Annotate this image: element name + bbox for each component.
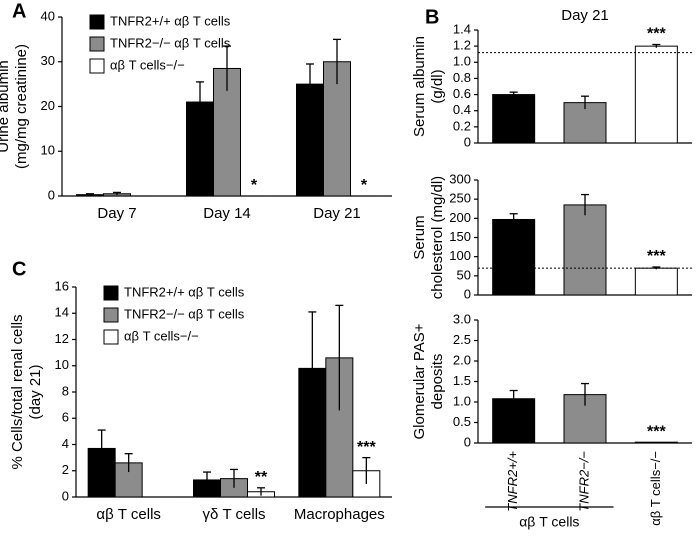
significance-label: ***	[647, 423, 666, 440]
legend-swatch	[103, 307, 119, 323]
y-axis-label: deposits	[429, 354, 446, 410]
y-tick-label: 250	[449, 191, 471, 206]
y-tick-label: 3.0	[453, 311, 471, 326]
group-label: αβ T cells	[519, 514, 579, 530]
significance-label: *	[361, 177, 368, 194]
y-tick-label: 4	[62, 436, 69, 451]
x-tick-label: αβ T cells−/−	[648, 451, 663, 526]
y-tick-label: 150	[449, 229, 471, 244]
panel-letter: A	[12, 0, 26, 22]
y-tick-label: 6	[62, 410, 69, 425]
y-axis-label: % Cells/total renal cells	[9, 314, 26, 469]
significance-label: ***	[647, 248, 666, 265]
y-tick-label: 0	[464, 286, 471, 301]
panel-letter: C	[12, 258, 26, 280]
legend-label: αβ T cells−/−	[110, 57, 185, 72]
y-tick-label: 0.8	[453, 70, 471, 85]
y-tick-label: 0.5	[453, 414, 471, 429]
x-tick-label: Day 14	[203, 205, 251, 222]
legend-swatch	[89, 58, 105, 74]
legend-label: TNFR2+/+ αβ T cells	[124, 284, 245, 299]
bar	[634, 45, 678, 144]
bar	[634, 267, 678, 296]
x-tick-label: TNFR2+/+	[505, 451, 520, 512]
x-tick-label: Day 7	[97, 205, 136, 222]
y-axis-label: Urine albumin	[0, 60, 12, 153]
x-tick-label: γδ T cells	[202, 506, 265, 523]
bar	[492, 94, 536, 144]
x-tick-label: Day 21	[313, 205, 361, 222]
y-tick-label: 30	[41, 53, 55, 68]
legend-swatch	[89, 36, 105, 52]
y-tick-label: 20	[41, 98, 55, 113]
y-axis-label: (g/dl)	[429, 69, 446, 103]
bar	[492, 218, 536, 296]
y-tick-label: 1.0	[453, 393, 471, 408]
significance-label: ***	[357, 439, 376, 456]
y-tick-label: 10	[55, 357, 69, 372]
y-tick-label: 10	[41, 143, 55, 158]
x-tick-label: αβ T cells	[96, 506, 161, 523]
x-tick-label: TNFR2−/−	[576, 451, 591, 512]
legend-swatch	[89, 14, 105, 30]
y-axis-label: cholesterol (mg/dl)	[429, 176, 446, 299]
legend-label: TNFR2+/+ αβ T cells	[110, 13, 231, 28]
significance-label: ***	[647, 26, 666, 43]
y-tick-label: 0	[62, 488, 69, 503]
significance-label: *	[251, 177, 258, 194]
bar	[563, 102, 607, 144]
bar	[325, 357, 354, 498]
y-axis-label: (mg/mg creatinine)	[13, 44, 30, 169]
y-tick-label: 100	[449, 248, 471, 263]
chart-title: Day 21	[561, 7, 609, 24]
y-axis-label: Glomerular PAS+	[411, 323, 428, 439]
y-axis-label: Serum albumin	[411, 36, 428, 137]
y-tick-label: 1.4	[453, 21, 471, 36]
y-tick-label: 1.2	[453, 38, 471, 53]
y-axis-label: (day 21)	[27, 364, 44, 419]
y-tick-label: 2.5	[453, 332, 471, 347]
y-tick-label: 0.6	[453, 86, 471, 101]
y-tick-label: 50	[457, 267, 471, 282]
bar	[634, 441, 678, 444]
legend-label: αβ T cells−/−	[124, 328, 199, 343]
legend-label: TNFR2−/− αβ T cells	[110, 35, 231, 50]
y-tick-label: 2	[62, 462, 69, 477]
y-axis-label: Serum	[411, 215, 428, 259]
y-tick-label: 40	[41, 8, 55, 23]
panel-letter: B	[425, 6, 439, 28]
y-tick-label: 300	[449, 171, 471, 186]
y-tick-label: 8	[62, 383, 69, 398]
y-tick-label: 0.4	[453, 102, 471, 117]
y-tick-label: 14	[55, 305, 69, 320]
y-tick-label: 0	[48, 187, 55, 202]
x-tick-label: Macrophages	[294, 506, 385, 523]
legend-swatch	[103, 285, 119, 301]
y-tick-label: 0.2	[453, 118, 471, 133]
legend-swatch	[103, 329, 119, 345]
y-tick-label: 0	[464, 134, 471, 149]
bar	[563, 204, 607, 296]
legend-label: TNFR2−/− αβ T cells	[124, 306, 245, 321]
y-tick-label: 16	[55, 278, 69, 293]
y-tick-label: 1.0	[453, 54, 471, 69]
significance-label: **	[255, 469, 268, 486]
y-tick-label: 2.0	[453, 352, 471, 367]
y-tick-label: 0	[464, 434, 471, 449]
y-tick-label: 1.5	[453, 373, 471, 388]
y-tick-label: 200	[449, 210, 471, 225]
y-tick-label: 12	[55, 331, 69, 346]
